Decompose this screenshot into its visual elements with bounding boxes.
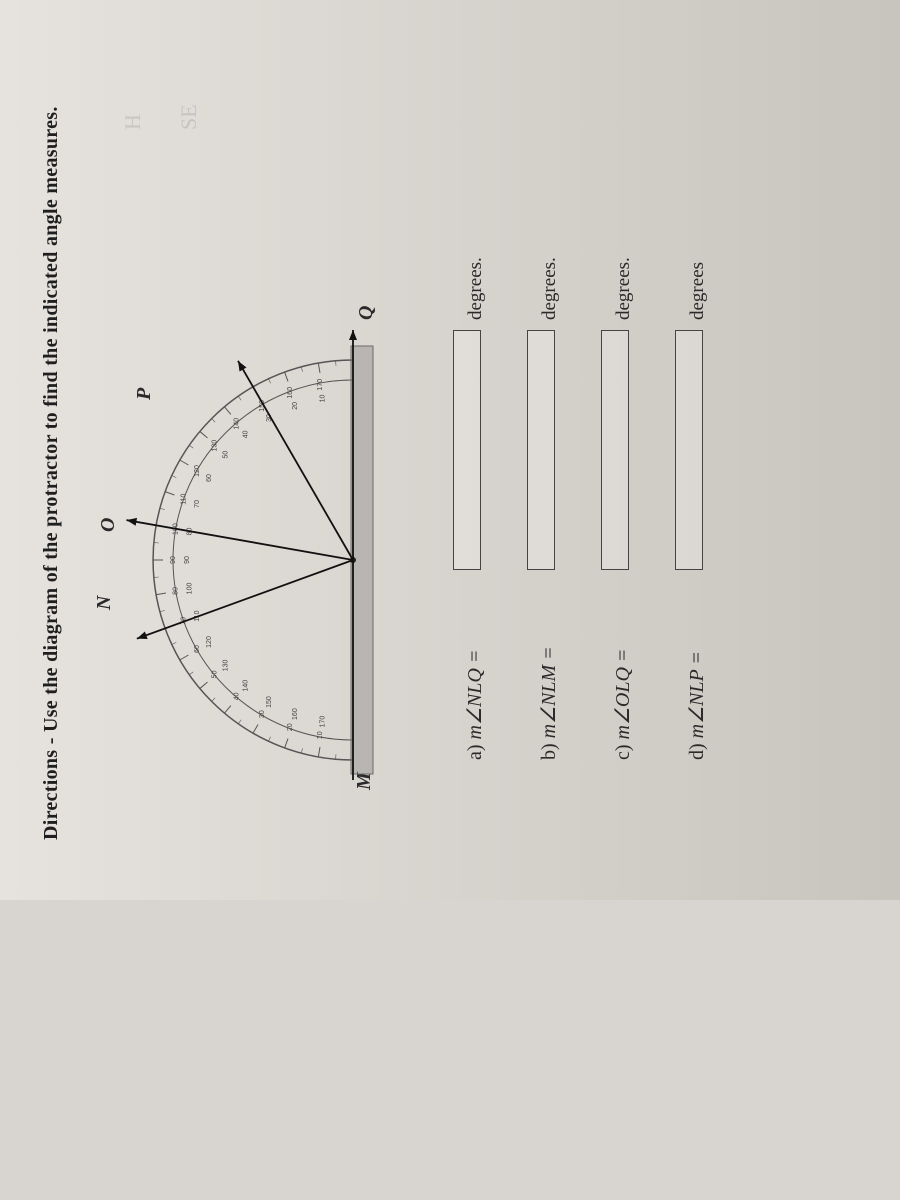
question-c-label: c) m∠OLQ =: [610, 580, 635, 760]
unit-d: degrees: [687, 262, 709, 320]
svg-text:80: 80: [173, 587, 180, 595]
directions-text: Directions - Use the diagram of the prot…: [40, 0, 63, 840]
protractor-svg: 10 20 30 40 50 60 70 80 90 100 110 120 130 140 150 160 1…: [113, 280, 413, 780]
worksheet-page: Directions - Use the diagram of the prot…: [0, 0, 900, 900]
svg-text:60: 60: [194, 645, 201, 653]
svg-text:130: 130: [212, 440, 219, 452]
svg-text:160: 160: [292, 708, 299, 720]
question-b: b) m∠NLM = degrees.: [527, 0, 561, 760]
unit-a: degrees.: [465, 257, 487, 320]
svg-text:10: 10: [317, 731, 324, 739]
question-d-label: d) m∠NLP =: [684, 580, 709, 760]
svg-text:30: 30: [259, 710, 266, 718]
question-list: a) m∠NLQ = degrees. b) m∠NLM = degrees. …: [453, 0, 709, 760]
svg-text:150: 150: [266, 696, 273, 708]
svg-text:170: 170: [317, 379, 324, 391]
svg-text:40: 40: [243, 430, 250, 438]
answer-blank-d[interactable]: [675, 330, 703, 570]
question-a: a) m∠NLQ = degrees.: [453, 0, 487, 760]
svg-text:50: 50: [222, 451, 229, 459]
svg-text:60: 60: [206, 474, 213, 482]
answer-blank-a[interactable]: [453, 330, 481, 570]
answer-blank-b[interactable]: [527, 330, 555, 570]
question-d: d) m∠NLP = degrees: [675, 0, 709, 760]
ghost-background-text: H SE: [90, 0, 232, 130]
unit-b: degrees.: [539, 257, 561, 320]
svg-text:90: 90: [184, 556, 191, 564]
svg-text:120: 120: [206, 636, 213, 648]
svg-text:70: 70: [194, 500, 201, 508]
svg-text:160: 160: [287, 387, 294, 399]
question-b-label: b) m∠NLM =: [536, 580, 561, 760]
answer-blank-c[interactable]: [601, 330, 629, 570]
svg-text:20: 20: [292, 402, 299, 410]
svg-text:130: 130: [222, 659, 229, 671]
protractor-diagram: N O P M Q 102030405060708090100110120130…: [93, 260, 413, 780]
svg-text:90: 90: [170, 556, 177, 564]
question-a-label: a) m∠NLQ =: [462, 580, 487, 760]
unit-c: degrees.: [613, 257, 635, 320]
svg-text:50: 50: [212, 670, 219, 678]
svg-text:170: 170: [320, 716, 327, 728]
svg-text:40: 40: [234, 692, 241, 700]
question-c: c) m∠OLQ = degrees.: [601, 0, 635, 760]
svg-text:140: 140: [234, 418, 241, 430]
svg-text:10: 10: [320, 394, 327, 402]
svg-text:20: 20: [287, 723, 294, 731]
svg-text:110: 110: [181, 493, 188, 504]
svg-text:120: 120: [194, 465, 201, 477]
svg-text:140: 140: [243, 680, 250, 692]
svg-text:100: 100: [186, 583, 193, 595]
